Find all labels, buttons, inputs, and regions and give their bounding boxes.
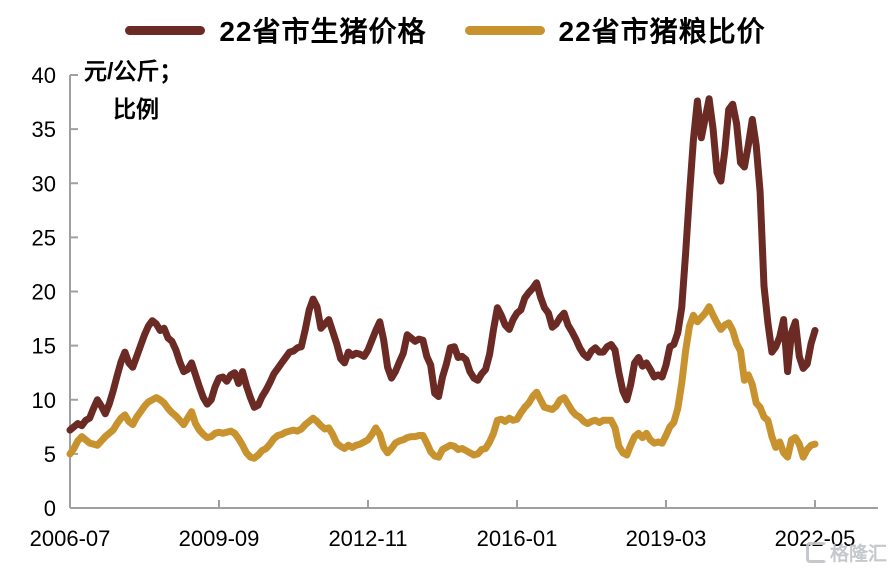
pig-price-line-swatch [125, 25, 206, 35]
x-tick-label: 2006-07 [30, 526, 111, 551]
y-tick-label: 0 [44, 496, 56, 521]
watermark: 格隆汇 [805, 539, 887, 566]
pig-price-legend-label: 22省市生猪价格 [219, 16, 427, 47]
x-tick-label: 2022-05 [775, 526, 856, 551]
y-tick-label: 35 [32, 117, 56, 142]
y-tick-label: 20 [32, 280, 56, 305]
pig-grain-ratio-line-swatch [464, 25, 545, 35]
y-tick-label: 15 [32, 334, 56, 359]
x-tick-label: 2012-11 [328, 526, 407, 551]
y-tick-label: 30 [32, 171, 56, 196]
legend: 22省市生猪价格 22省市猪粮比价 [0, 10, 891, 50]
y-tick-label: 25 [32, 225, 56, 250]
watermark-text: 格隆汇 [829, 544, 887, 565]
y-tick-label: 40 [32, 63, 56, 88]
gelonghui-logo-icon [805, 542, 827, 563]
y-tick-label: 5 [44, 442, 56, 467]
y-tick-label: 10 [32, 388, 56, 413]
y-axis-unit-label: 元/公斤； [84, 58, 183, 84]
legend-item-pig-price: 22省市生猪价格 [125, 10, 426, 50]
pig-price-line [66, 95, 819, 434]
x-tick-label: 2009-09 [179, 526, 260, 551]
x-tick-label: 2016-01 [477, 526, 558, 551]
pig-grain-ratio-line [66, 303, 819, 462]
pig-grain-ratio-legend-label: 22省市猪粮比价 [558, 16, 766, 47]
legend-item-pig-grain-ratio: 22省市猪粮比价 [464, 10, 766, 50]
y-axis-unit-label-line2: 比例 [113, 96, 159, 122]
x-tick-label: 2019-03 [626, 526, 707, 551]
